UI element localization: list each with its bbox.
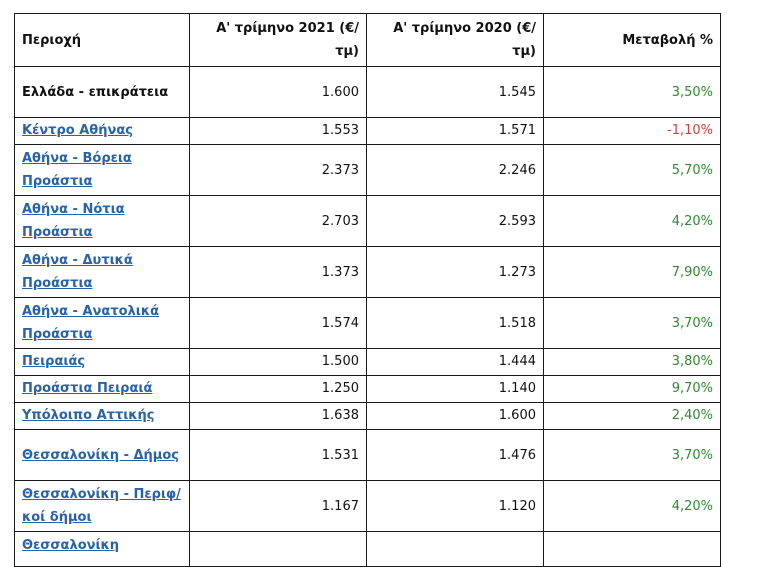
- row-value-2020: 1.545: [366, 66, 544, 118]
- table-row: Θεσσαλονίκη - Δήμος 1.531 1.476 3,70%: [14, 429, 721, 481]
- table-row: Υπόλοιπο Αττικής 1.638 1.600 2,40%: [14, 402, 721, 430]
- row-change: 3,70%: [543, 297, 721, 349]
- row-value-2021: 1.553: [189, 117, 367, 145]
- row-change: 3,80%: [543, 348, 721, 376]
- row-value-2021: 1.373: [189, 246, 367, 298]
- row-value-2021: 2.703: [189, 195, 367, 247]
- table-row: Αθήνα - Βόρεια Προάστια 2.373 2.246 5,70…: [14, 144, 721, 196]
- row-value-2021: 1.500: [189, 348, 367, 376]
- row-value-2020: [366, 531, 544, 567]
- row-value-2021: 1.638: [189, 402, 367, 430]
- table-row: Προάστια Πειραιά 1.250 1.140 9,70%: [14, 375, 721, 403]
- row-value-2020: 1.518: [366, 297, 544, 349]
- row-value-2020: 1.600: [366, 402, 544, 430]
- table-row: Ελλάδα - επικράτεια 1.600 1.545 3,50%: [14, 66, 721, 118]
- row-change: 7,90%: [543, 246, 721, 298]
- table-row: Πειραιάς 1.500 1.444 3,80%: [14, 348, 721, 376]
- table-row: Θεσσαλονίκη: [14, 531, 721, 567]
- region-link[interactable]: Θεσσαλονίκη - Περιφ/κοί δήμοι: [22, 487, 181, 525]
- header-change: Μεταβολή %: [543, 13, 721, 67]
- row-change: -1,10%: [543, 117, 721, 145]
- table-header-row: Περιοχή Α' τρίμηνο 2021 (€/τμ) Α' τρίμην…: [14, 13, 721, 67]
- region-link[interactable]: Υπόλοιπο Αττικής: [22, 408, 155, 423]
- row-value-2021: 1.167: [189, 480, 367, 532]
- row-change: 5,70%: [543, 144, 721, 196]
- header-region: Περιοχή: [14, 13, 190, 67]
- region-link[interactable]: Κέντρο Αθήνας: [22, 123, 133, 138]
- table-row: Κέντρο Αθήνας 1.553 1.571 -1,10%: [14, 117, 721, 145]
- table-row: Αθήνα - Ανατολικά Προάστια 1.574 1.518 3…: [14, 297, 721, 349]
- row-change: [543, 531, 721, 567]
- region-link[interactable]: Αθήνα - Νότια Προάστια: [22, 202, 125, 240]
- table-row: Αθήνα - Δυτικά Προάστια 1.373 1.273 7,90…: [14, 246, 721, 298]
- row-value-2020: 1.476: [366, 429, 544, 481]
- row-change: 3,70%: [543, 429, 721, 481]
- row-change: 4,20%: [543, 195, 721, 247]
- row-value-2021: 1.531: [189, 429, 367, 481]
- row-value-2020: 1.444: [366, 348, 544, 376]
- region-link[interactable]: Αθήνα - Ανατολικά Προάστια: [22, 304, 160, 342]
- row-value-2020: 1.571: [366, 117, 544, 145]
- table-row: Αθήνα - Νότια Προάστια 2.703 2.593 4,20%: [14, 195, 721, 247]
- row-region-label: Ελλάδα - επικράτεια: [22, 84, 169, 100]
- row-value-2021: 1.250: [189, 375, 367, 403]
- price-table: Περιοχή Α' τρίμηνο 2021 (€/τμ) Α' τρίμην…: [14, 13, 721, 567]
- region-link[interactable]: Προάστια Πειραιά: [22, 381, 153, 396]
- row-change: 9,70%: [543, 375, 721, 403]
- row-change: 2,40%: [543, 402, 721, 430]
- row-value-2020: 2.593: [366, 195, 544, 247]
- row-value-2021: 1.600: [189, 66, 367, 118]
- table-row: Θεσσαλονίκη - Περιφ/κοί δήμοι 1.167 1.12…: [14, 480, 721, 532]
- region-link[interactable]: Πειραιάς: [22, 354, 86, 369]
- region-link[interactable]: Θεσσαλονίκη: [22, 538, 120, 553]
- header-q1-2020: Α' τρίμηνο 2020 (€/τμ): [366, 13, 544, 67]
- row-value-2020: 1.120: [366, 480, 544, 532]
- region-link[interactable]: Αθήνα - Δυτικά Προάστια: [22, 253, 133, 291]
- region-link[interactable]: Αθήνα - Βόρεια Προάστια: [22, 151, 132, 189]
- row-value-2020: 1.273: [366, 246, 544, 298]
- row-value-2021: 1.574: [189, 297, 367, 349]
- row-value-2021: [189, 531, 367, 567]
- row-value-2020: 1.140: [366, 375, 544, 403]
- row-change: 3,50%: [543, 66, 721, 118]
- header-q1-2021: Α' τρίμηνο 2021 (€/τμ): [189, 13, 367, 67]
- row-change: 4,20%: [543, 480, 721, 532]
- row-value-2020: 2.246: [366, 144, 544, 196]
- row-value-2021: 2.373: [189, 144, 367, 196]
- region-link[interactable]: Θεσσαλονίκη - Δήμος: [22, 447, 180, 463]
